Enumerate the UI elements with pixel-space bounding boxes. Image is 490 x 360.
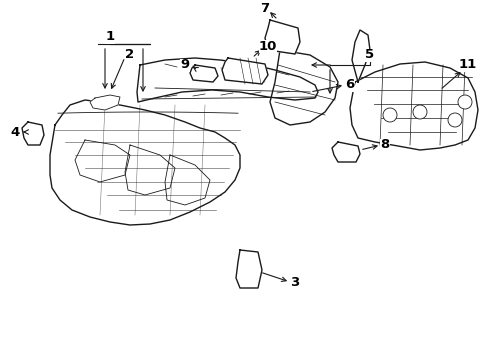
Polygon shape bbox=[125, 145, 175, 195]
Text: 3: 3 bbox=[291, 276, 299, 289]
Polygon shape bbox=[22, 122, 44, 145]
Text: 5: 5 bbox=[366, 49, 374, 62]
Text: 8: 8 bbox=[380, 139, 390, 152]
Circle shape bbox=[448, 113, 462, 127]
Polygon shape bbox=[222, 58, 268, 84]
Text: 6: 6 bbox=[345, 78, 355, 91]
Polygon shape bbox=[50, 100, 240, 225]
Circle shape bbox=[458, 95, 472, 109]
Text: 11: 11 bbox=[459, 58, 477, 72]
Circle shape bbox=[383, 108, 397, 122]
Text: 4: 4 bbox=[10, 126, 20, 139]
Text: 10: 10 bbox=[259, 40, 277, 53]
Polygon shape bbox=[352, 30, 370, 82]
Text: 2: 2 bbox=[125, 49, 135, 62]
Polygon shape bbox=[90, 95, 120, 110]
Circle shape bbox=[413, 105, 427, 119]
Polygon shape bbox=[350, 62, 478, 150]
Polygon shape bbox=[190, 65, 218, 82]
Polygon shape bbox=[265, 20, 300, 54]
Polygon shape bbox=[332, 142, 360, 162]
Polygon shape bbox=[165, 155, 210, 205]
Polygon shape bbox=[270, 50, 338, 125]
Text: 1: 1 bbox=[105, 31, 115, 44]
Polygon shape bbox=[137, 58, 318, 102]
Polygon shape bbox=[236, 250, 262, 288]
Polygon shape bbox=[75, 140, 130, 182]
Text: 7: 7 bbox=[261, 1, 270, 14]
Text: 9: 9 bbox=[180, 58, 190, 72]
